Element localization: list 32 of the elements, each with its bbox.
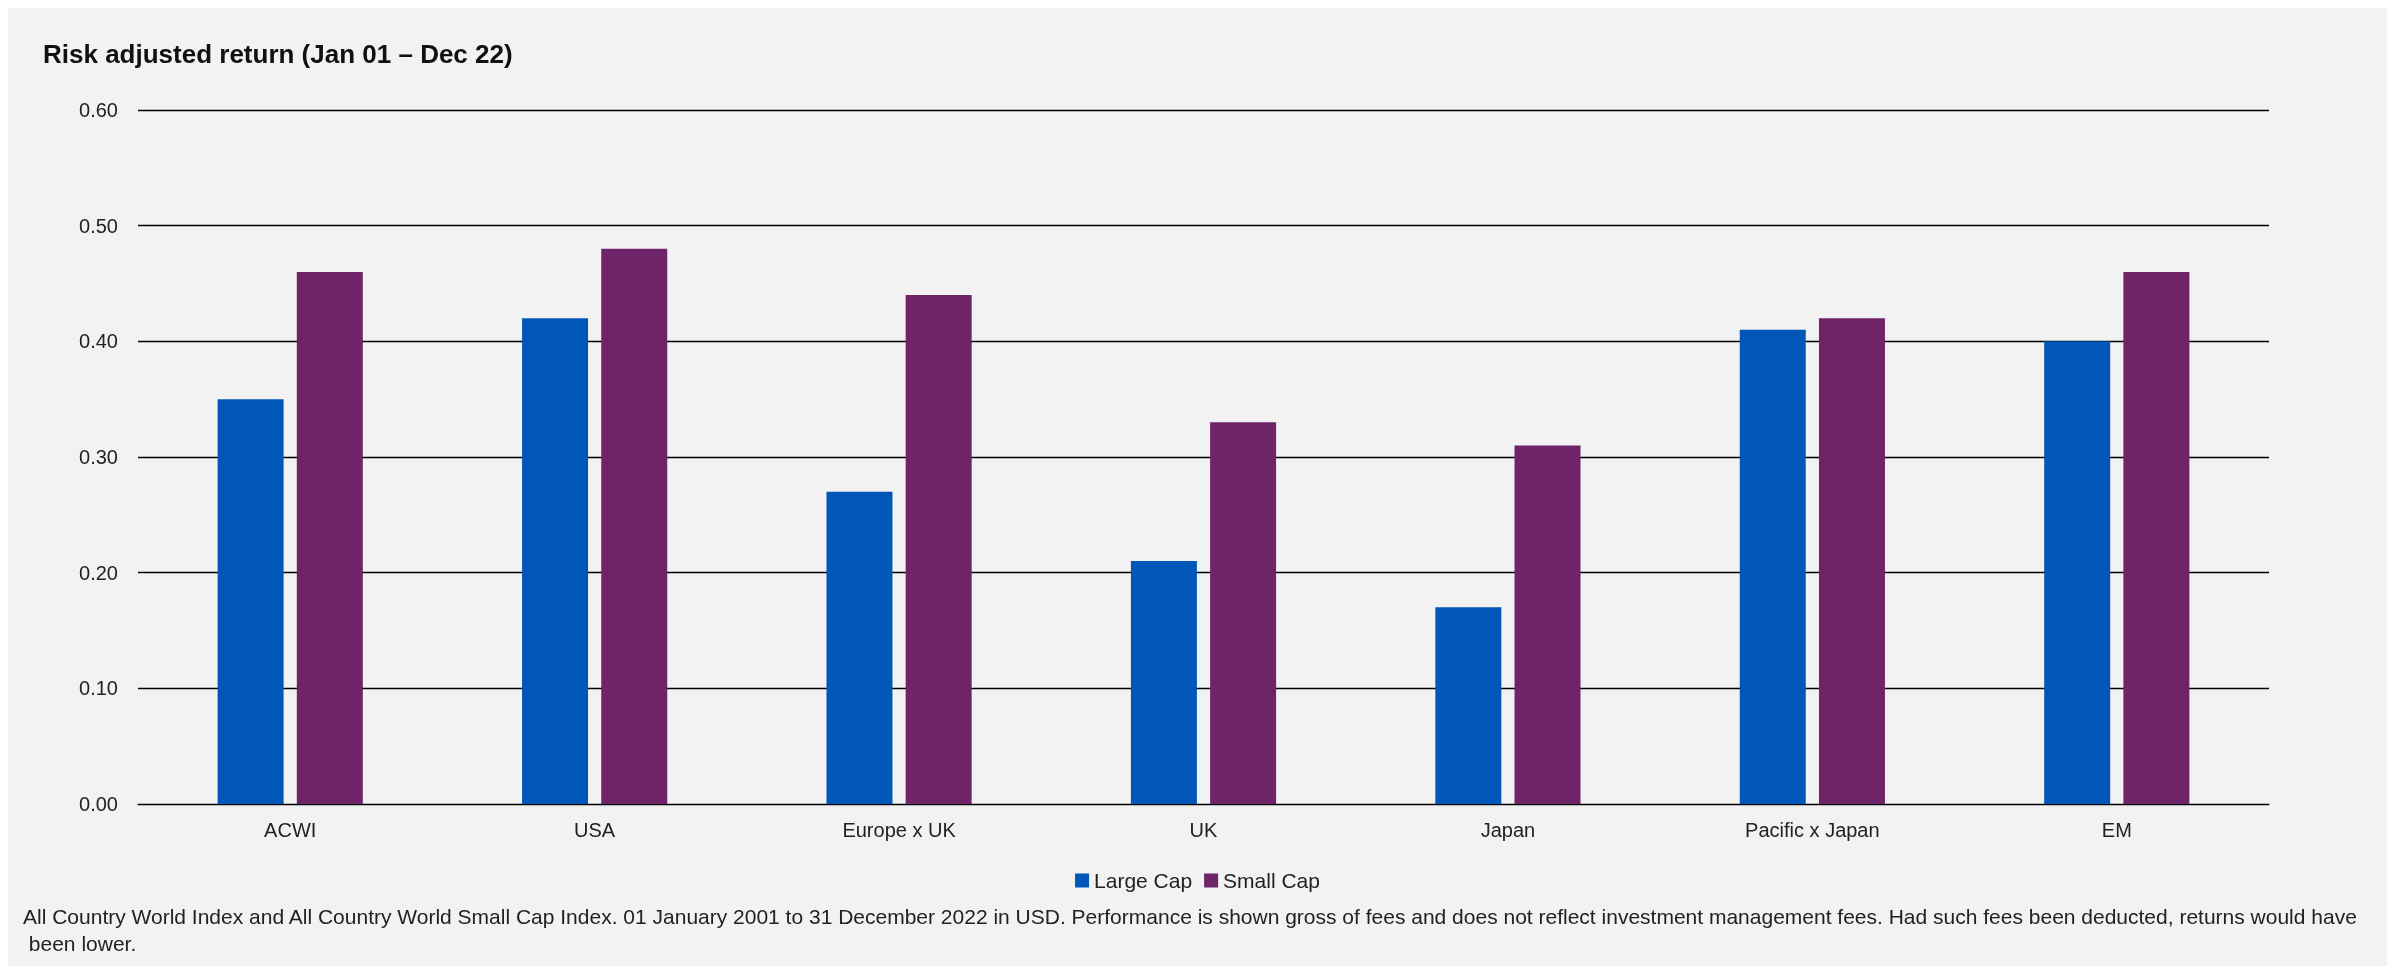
y-tick-label: 0.60 (79, 99, 118, 121)
x-tick-label: Japan (1480, 819, 1536, 841)
bar (1818, 318, 1885, 804)
y-tick-label: 0.10 (79, 677, 118, 700)
x-tick-label: Pacific x Japan (1745, 819, 1880, 841)
bar (2044, 341, 2111, 804)
bar (2123, 271, 2190, 804)
bar (1210, 422, 1277, 804)
y-tick-label: 0.30 (79, 446, 118, 468)
bar (826, 491, 893, 804)
y-tick-label: 0.00 (79, 793, 118, 815)
y-tick-label: 0.40 (79, 330, 118, 353)
legend-label: Large Cap (1094, 869, 1193, 892)
bar (217, 399, 284, 804)
legend-label: Small Cap (1223, 869, 1320, 892)
bar (522, 318, 589, 804)
bar (1514, 445, 1581, 804)
x-tick-label: Europe x UK (842, 819, 957, 841)
bar (1739, 329, 1806, 804)
bar (905, 295, 972, 804)
bar (1130, 561, 1197, 804)
text: All Country World Index and All Country World Small Cap Index. 01 January 2001 to 31 December 2022 in USD. Performance is shown gross of fees and does not reflect investment management fees. Had such fees been deducted, returns would have been lower. (23, 905, 2357, 955)
bar (601, 248, 668, 804)
y-tick-label: 0.50 (79, 214, 118, 237)
bar (1435, 607, 1502, 804)
x-tick-label: USA (574, 819, 616, 841)
chart-title: Risk adjusted return (Jan 01 – Dec 22) (43, 39, 513, 69)
y-tick-label: 0.20 (79, 561, 118, 584)
x-tick-label: ACWI (264, 819, 317, 841)
x-tick-label: EM (2101, 819, 2132, 841)
bar (296, 271, 363, 804)
x-tick-label: UK (1189, 819, 1219, 841)
